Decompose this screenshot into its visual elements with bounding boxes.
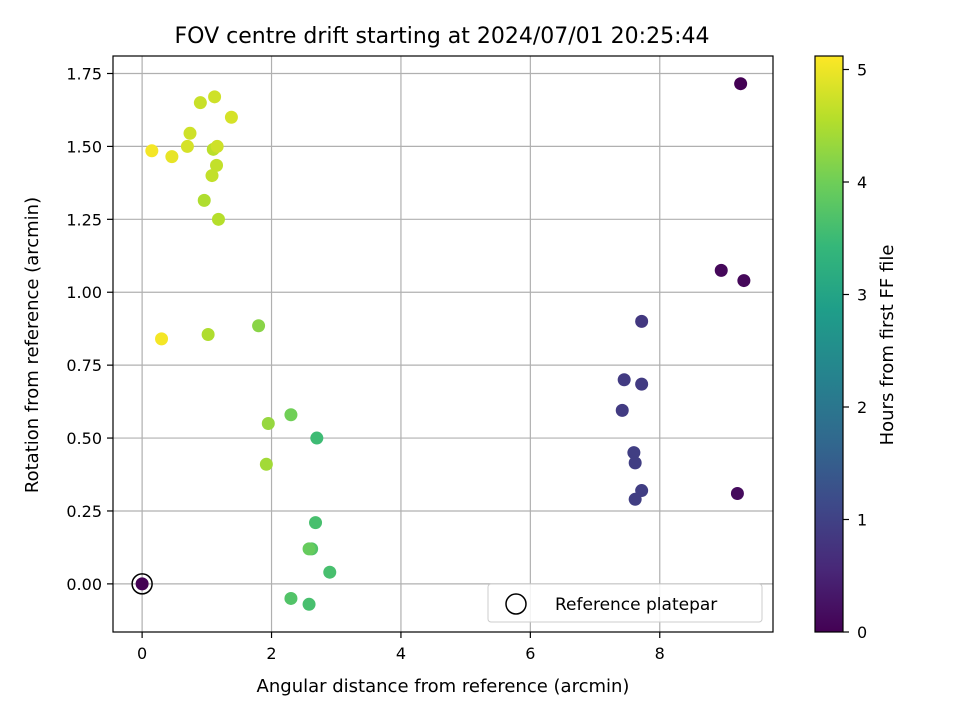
y-axis-ticks: 0.00 0.25 0.50 0.75 1.00 1.25 1.50 1.75 <box>66 64 113 594</box>
data-point <box>635 377 649 391</box>
data-point <box>165 150 179 164</box>
data-point <box>193 96 207 110</box>
data-point <box>284 408 298 422</box>
x-tick-label: 6 <box>525 644 535 663</box>
colorbar-tick-label: 3 <box>857 286 867 305</box>
data-point <box>145 144 159 158</box>
data-point <box>180 139 194 153</box>
y-tick-label: 1.00 <box>66 283 102 302</box>
data-point <box>205 169 219 183</box>
data-point <box>284 591 298 605</box>
y-tick-label: 1.50 <box>66 137 102 156</box>
data-points <box>145 77 751 611</box>
data-point <box>210 139 224 153</box>
data-point <box>252 319 266 333</box>
colorbar-tick-label: 4 <box>857 173 867 192</box>
data-point <box>730 486 744 500</box>
data-point <box>627 446 641 460</box>
reference-data-point <box>135 577 149 591</box>
data-point <box>302 542 316 556</box>
data-point <box>323 565 337 579</box>
x-tick-label: 2 <box>266 644 276 663</box>
x-axis-label: Angular distance from reference (arcmin) <box>257 676 630 697</box>
reference-platepar-marker <box>131 573 153 595</box>
y-tick-label: 1.25 <box>66 210 102 229</box>
data-point <box>635 314 649 328</box>
legend-marker <box>505 593 527 615</box>
data-point <box>628 456 642 470</box>
colorbar-label: Hours from first FF file <box>877 245 898 446</box>
x-tick-label: 8 <box>655 644 665 663</box>
plot-frame <box>112 55 774 633</box>
data-point <box>210 158 224 172</box>
colorbar-tick-label: 2 <box>857 398 867 417</box>
data-point <box>183 126 197 140</box>
x-tick-label: 0 <box>137 644 147 663</box>
legend: Reference platepar <box>487 583 763 623</box>
data-point <box>310 431 324 445</box>
colorbar-tick-label: 0 <box>857 623 867 642</box>
data-point <box>302 597 316 611</box>
data-point <box>261 416 275 430</box>
data-point <box>617 373 631 387</box>
data-point <box>197 193 211 207</box>
grid <box>113 56 773 632</box>
data-point <box>155 332 169 346</box>
data-point <box>201 328 215 342</box>
y-tick-label: 0.50 <box>66 429 102 448</box>
data-point <box>615 403 629 417</box>
colorbar-gradient <box>814 55 844 633</box>
reference-layer <box>131 573 153 595</box>
legend-label: Reference platepar <box>555 595 717 615</box>
colorbar-tick-label: 1 <box>857 511 867 530</box>
y-axis-label: Rotation from reference (arcmin) <box>22 197 43 493</box>
y-tick-label: 0.75 <box>66 356 102 375</box>
chart-title: FOV centre drift starting at 2024/07/01 … <box>175 24 710 49</box>
data-point <box>628 492 642 506</box>
y-tick-label: 0.00 <box>66 575 102 594</box>
data-point <box>211 212 225 226</box>
data-point <box>208 90 222 104</box>
y-tick-label: 0.25 <box>66 502 102 521</box>
y-tick-label: 1.75 <box>66 64 102 83</box>
colorbar: 0 1 2 3 4 5 Hours from first FF file <box>814 55 898 642</box>
colorbar-tick-label: 5 <box>857 61 867 80</box>
x-tick-label: 4 <box>396 644 406 663</box>
data-point <box>309 516 323 530</box>
data-point <box>737 274 751 288</box>
data-point <box>259 457 273 471</box>
legend-box <box>487 583 763 623</box>
x-axis-ticks: 0 2 4 6 8 <box>137 632 665 663</box>
data-point <box>224 110 238 124</box>
data-point <box>714 263 728 277</box>
colorbar-ticks: 0 1 2 3 4 5 <box>843 61 867 642</box>
data-point <box>734 77 748 91</box>
